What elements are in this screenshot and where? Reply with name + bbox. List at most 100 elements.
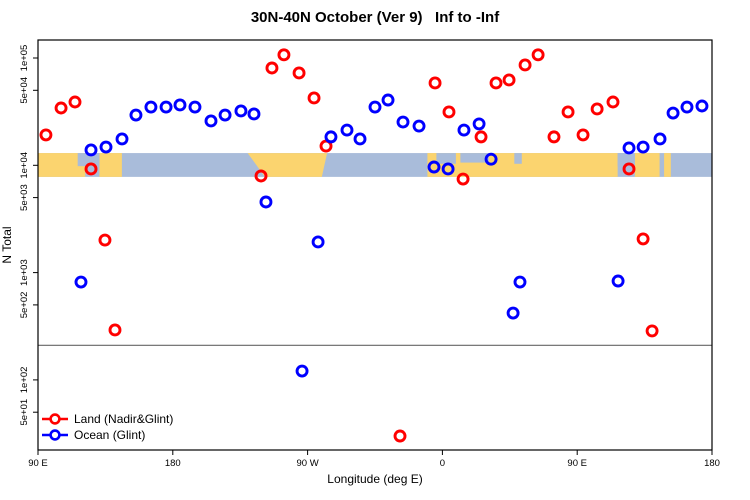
data-point xyxy=(576,128,590,142)
x-tick-label: 180 xyxy=(165,458,181,469)
land-segment xyxy=(247,153,328,177)
x-axis: 90 E 180 90 W 0 90 E 180 xyxy=(28,450,720,469)
x-tick-label: 0 xyxy=(440,458,445,469)
data-point xyxy=(506,306,520,320)
data-point xyxy=(129,108,143,122)
ocean-patch xyxy=(514,153,522,164)
ocean-patch xyxy=(436,153,456,164)
data-point xyxy=(561,105,575,119)
ocean-patch xyxy=(77,153,100,167)
data-point xyxy=(456,172,470,186)
data-point xyxy=(99,140,113,154)
y-tick-label: 1e+04 xyxy=(19,152,30,179)
y-tick-label: 5e+01 xyxy=(19,399,30,426)
land-segment xyxy=(427,153,618,177)
data-point xyxy=(489,76,503,90)
chart-dynamic-content: 90 E 180 90 W 0 90 E 1801e+055e+041e+045e+031… xyxy=(19,39,720,469)
x-tick-label: 90 W xyxy=(297,458,319,469)
data-point xyxy=(188,100,202,114)
data-point xyxy=(484,152,498,166)
data-point xyxy=(427,160,441,174)
data-point xyxy=(234,104,248,118)
data-point xyxy=(259,195,273,209)
data-point xyxy=(84,162,98,176)
data-point xyxy=(144,100,158,114)
data-point xyxy=(428,76,442,90)
data-point xyxy=(173,98,187,112)
legend-item-ocean: Ocean (Glint) xyxy=(42,428,145,442)
data-point xyxy=(277,48,291,62)
data-point xyxy=(247,107,261,121)
data-point xyxy=(108,323,122,337)
y-axis-title: N Total xyxy=(0,226,14,263)
y-tick-label: 5e+04 xyxy=(19,77,30,104)
data-point xyxy=(457,123,471,137)
data-point xyxy=(393,429,407,443)
data-point xyxy=(606,95,620,109)
data-point xyxy=(39,128,53,142)
data-point xyxy=(547,130,561,144)
y-tick-label: 1e+05 xyxy=(19,45,30,72)
data-point xyxy=(311,235,325,249)
x-axis-title: Longitude (deg E) xyxy=(327,472,422,486)
land-segment xyxy=(634,153,660,177)
data-point xyxy=(622,162,636,176)
land-legend-circle-icon xyxy=(49,413,61,425)
data-point xyxy=(295,364,309,378)
y-tick-label: 1e+03 xyxy=(19,259,30,286)
data-point xyxy=(636,232,650,246)
data-point xyxy=(645,324,659,338)
data-point xyxy=(115,132,129,146)
legend-label-land: Land (Nadir&Glint) xyxy=(74,412,173,426)
land-segment xyxy=(38,153,86,177)
data-point xyxy=(653,132,667,146)
data-point xyxy=(324,130,338,144)
data-point xyxy=(531,48,545,62)
series-land xyxy=(39,48,659,443)
series-ocean xyxy=(74,93,709,378)
data-point xyxy=(611,274,625,288)
data-point xyxy=(474,130,488,144)
data-point xyxy=(513,275,527,289)
data-point xyxy=(441,162,455,176)
land-segment xyxy=(664,153,671,177)
data-point xyxy=(412,119,426,133)
data-point xyxy=(590,102,604,116)
legend: Land (Nadir&Glint) Ocean (Glint) xyxy=(42,412,173,442)
data-point xyxy=(319,139,333,153)
data-point xyxy=(680,100,694,114)
data-point xyxy=(368,100,382,114)
x-tick-label: 90 E xyxy=(567,458,587,469)
data-point xyxy=(292,66,306,80)
ocean-patch xyxy=(460,153,489,163)
legend-item-land: Land (Nadir&Glint) xyxy=(42,412,173,426)
y-tick-label: 5e+02 xyxy=(19,292,30,319)
land-segment xyxy=(99,153,122,177)
data-point xyxy=(622,141,636,155)
data-point xyxy=(218,108,232,122)
data-point xyxy=(442,105,456,119)
y-tick-label: 1e+02 xyxy=(19,367,30,394)
map-band xyxy=(38,153,712,177)
data-point xyxy=(84,143,98,157)
data-point xyxy=(54,101,68,115)
data-point xyxy=(666,106,680,120)
data-point xyxy=(204,114,218,128)
data-point xyxy=(254,169,268,183)
data-point xyxy=(472,117,486,131)
data-point xyxy=(502,73,516,87)
y-axis: 1e+05 5e+04 1e+04 5e+03 1e+03 5e+02 1e+02 5e+01 xyxy=(19,45,38,426)
data-point xyxy=(381,93,395,107)
data-point xyxy=(74,275,88,289)
x-tick-label: 90 E xyxy=(28,458,48,469)
chart-title: 30N-40N October (Ver 9) Inf to -Inf xyxy=(250,9,500,26)
data-point xyxy=(695,99,709,113)
data-point xyxy=(353,132,367,146)
data-point xyxy=(98,233,112,247)
legend-label-ocean: Ocean (Glint) xyxy=(74,428,145,442)
data-point xyxy=(68,95,82,109)
ocean-legend-circle-icon xyxy=(49,429,61,441)
data-point xyxy=(307,91,321,105)
